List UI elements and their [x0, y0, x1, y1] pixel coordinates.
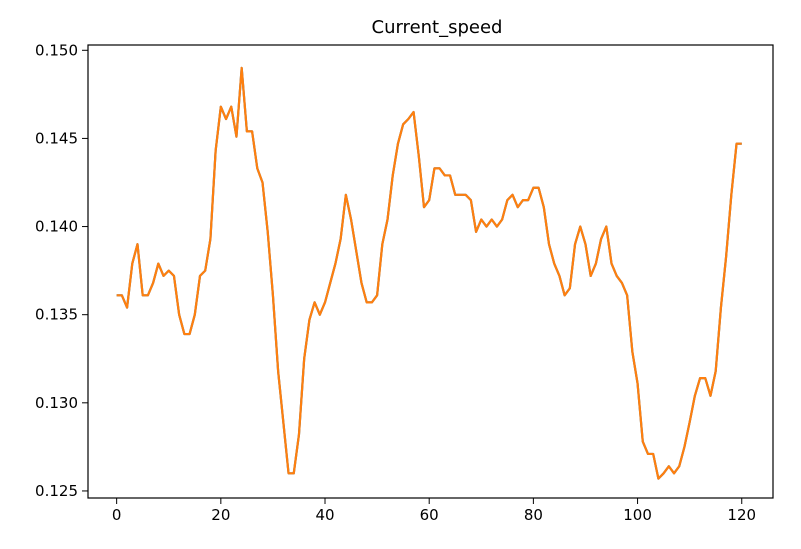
chart-title: Current_speed: [372, 17, 503, 38]
y-tick-label: 0.130: [35, 394, 78, 412]
x-tick-label: 100: [623, 506, 652, 524]
x-tick-label: 80: [524, 506, 543, 524]
y-tick-label: 0.135: [35, 306, 78, 324]
y-tick-label: 0.125: [35, 482, 78, 500]
x-tick-label: 40: [315, 506, 334, 524]
x-tick-label: 60: [420, 506, 439, 524]
series-line-1: [116, 66, 742, 480]
y-tick-label: 0.150: [35, 41, 78, 59]
y-tick-label: 0.140: [35, 218, 78, 236]
x-tick-label: 0: [112, 506, 122, 524]
y-tick-label: 0.145: [35, 129, 78, 147]
series-line-0: [116, 66, 742, 480]
x-tick-label: 20: [211, 506, 230, 524]
plot-frame: [87, 44, 774, 499]
x-axis: 0 20 40 60 80 100 120: [112, 498, 756, 524]
y-axis: 0.125 0.130 0.135 0.140 0.145 0.150: [35, 41, 88, 500]
x-tick-label: 120: [727, 506, 756, 524]
series-layer: [116, 66, 742, 480]
